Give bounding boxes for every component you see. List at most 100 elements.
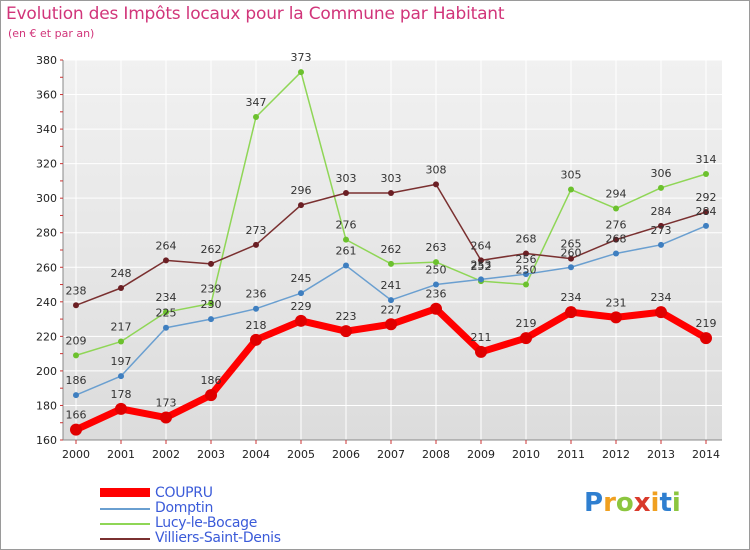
- data-label: 219: [516, 317, 537, 330]
- y-tick-label: 320: [36, 158, 57, 171]
- data-point: [613, 205, 619, 212]
- data-label: 256: [516, 253, 537, 266]
- plot-area: [63, 60, 722, 440]
- x-tick-label: 2005: [287, 448, 315, 461]
- x-tick-label: 2001: [107, 448, 135, 461]
- legend-swatch: [100, 538, 150, 540]
- data-label: 284: [651, 205, 672, 218]
- x-tick-label: 2006: [332, 448, 360, 461]
- series-domptin: [73, 222, 709, 399]
- logo-letter: i: [671, 488, 681, 518]
- y-tick-label: 220: [36, 330, 57, 343]
- y-tick-label: 260: [36, 261, 57, 274]
- data-label: 273: [651, 224, 672, 237]
- data-point: [208, 316, 214, 323]
- plot-background: [63, 60, 722, 440]
- data-point: [475, 345, 487, 358]
- data-label: 265: [561, 238, 582, 251]
- data-point: [253, 305, 259, 312]
- legend-item-coupru[interactable]: COUPRU: [100, 485, 360, 501]
- proxiti-logo: Proxiti: [584, 488, 681, 518]
- data-label: 236: [246, 288, 267, 301]
- legend-swatch: [100, 488, 150, 497]
- data-label: 234: [156, 291, 177, 304]
- data-point: [433, 181, 439, 188]
- data-label: 303: [381, 172, 402, 185]
- data-label: 306: [651, 167, 672, 180]
- data-label: 264: [471, 239, 492, 252]
- data-point: [388, 190, 394, 196]
- data-point: [613, 250, 619, 257]
- data-point: [433, 259, 439, 266]
- data-label: 234: [561, 291, 582, 304]
- data-labels-layer: 209 217 234 239 347 373 276 262 263 252 250 305 294 3…: [66, 51, 717, 422]
- data-point: [298, 69, 304, 76]
- legend-label: Lucy-le-Bocage: [155, 515, 258, 531]
- data-label: 250: [426, 264, 447, 277]
- legend: COUPRU Domptin Lucy-le-Bocage Villiers-S…: [100, 485, 360, 546]
- x-tick-label: 2014: [692, 448, 720, 461]
- data-label: 230: [201, 298, 222, 311]
- data-point: [253, 241, 259, 248]
- x-tick-label: 2010: [512, 448, 540, 461]
- data-point: [523, 250, 529, 257]
- data-point: [208, 260, 214, 267]
- data-point: [568, 186, 574, 193]
- data-label: 305: [561, 169, 582, 182]
- data-point: [703, 209, 709, 215]
- legend-swatch: [100, 523, 150, 525]
- logo-letter: r: [603, 488, 616, 518]
- y-tick-label: 380: [36, 54, 57, 67]
- data-label: 227: [381, 303, 402, 316]
- data-label: 292: [696, 191, 717, 204]
- data-point: [565, 306, 577, 319]
- data-label: 284: [696, 205, 717, 218]
- data-point: [163, 257, 169, 264]
- labels-coupru: 166 178 173 186 218 229 223 227 236 211 219 234 231 2…: [66, 288, 717, 422]
- data-point: [700, 332, 712, 345]
- data-label: 261: [336, 245, 357, 258]
- logo-letter: x: [633, 488, 651, 518]
- y-tick-label: 300: [36, 192, 57, 205]
- data-label: 229: [291, 300, 312, 313]
- data-point: [118, 285, 124, 291]
- data-point: [523, 271, 529, 278]
- series-coupru: [70, 302, 712, 436]
- data-label: 234: [651, 291, 672, 304]
- legend-item-lucy-le-bocage[interactable]: Lucy-le-Bocage: [100, 515, 360, 531]
- y-tick-label: 180: [36, 399, 57, 412]
- data-point: [343, 190, 349, 196]
- legend-item-villiers-saint-denis[interactable]: Villiers-Saint-Denis: [100, 530, 360, 546]
- data-point: [298, 290, 304, 297]
- data-label: 217: [111, 321, 132, 334]
- data-label: 241: [381, 279, 402, 292]
- data-label: 347: [246, 96, 267, 109]
- data-point: [115, 402, 127, 415]
- data-label: 262: [201, 243, 222, 256]
- y-tick-label: 340: [36, 123, 57, 136]
- data-label: 223: [336, 310, 357, 323]
- data-point: [340, 325, 352, 338]
- x-tick-label: 2009: [467, 448, 495, 461]
- data-label: 219: [696, 317, 717, 330]
- data-point: [250, 333, 262, 346]
- data-label: 252: [471, 260, 492, 273]
- legend-item-domptin[interactable]: Domptin: [100, 500, 360, 516]
- data-label: 308: [426, 163, 447, 176]
- data-point: [658, 222, 664, 229]
- y-tick-label: 280: [36, 227, 57, 240]
- data-point: [73, 352, 79, 359]
- y-tick-label: 360: [36, 89, 57, 102]
- x-tick-label: 2000: [62, 448, 90, 461]
- legend-label: COUPRU: [155, 485, 213, 501]
- x-tick-label: 2008: [422, 448, 450, 461]
- y-tick-label: 160: [36, 434, 57, 447]
- data-label: 268: [516, 232, 537, 245]
- x-tick-label: 2007: [377, 448, 405, 461]
- data-label: 303: [336, 172, 357, 185]
- data-label: 276: [606, 219, 627, 232]
- chart-title: Evolution des Impôts locaux pour la Comm…: [6, 4, 505, 24]
- data-point: [613, 236, 619, 243]
